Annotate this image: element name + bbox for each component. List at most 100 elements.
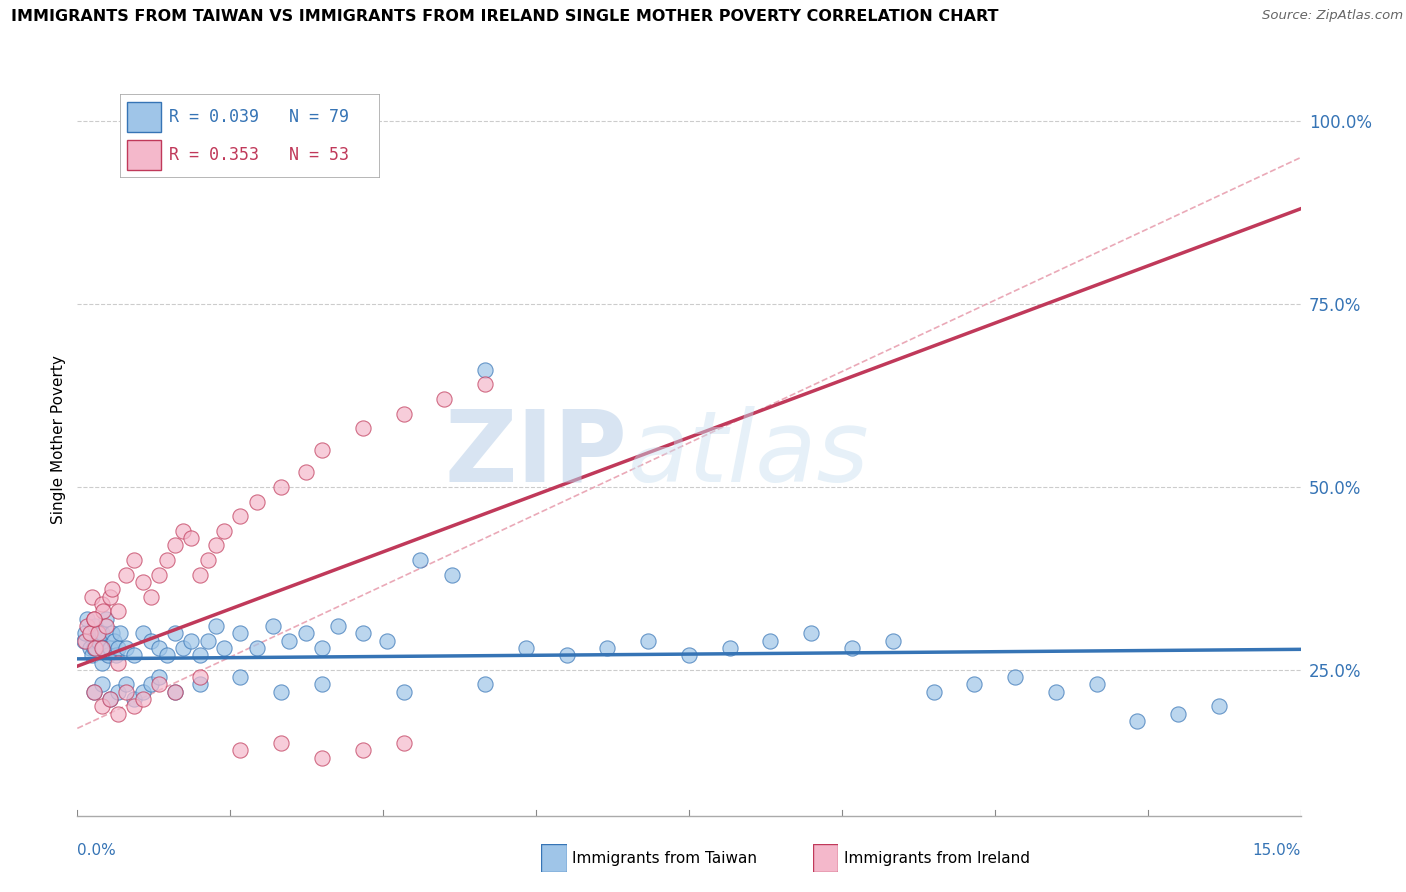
Point bbox=[172, 524, 194, 538]
Point bbox=[103, 633, 125, 648]
Point bbox=[90, 677, 112, 691]
Point bbox=[165, 626, 187, 640]
Point bbox=[80, 648, 103, 663]
Point bbox=[596, 640, 619, 655]
Point bbox=[270, 736, 292, 750]
Point bbox=[100, 582, 122, 597]
Point bbox=[294, 626, 316, 640]
Point bbox=[107, 640, 129, 655]
Text: atlas: atlas bbox=[628, 406, 869, 503]
Point bbox=[84, 640, 107, 655]
Point bbox=[229, 670, 252, 684]
Point bbox=[83, 685, 105, 699]
Point bbox=[156, 648, 179, 663]
Point bbox=[229, 626, 252, 640]
Point bbox=[75, 633, 97, 648]
Point bbox=[188, 648, 211, 663]
Point bbox=[1004, 670, 1026, 684]
Point bbox=[90, 699, 112, 714]
Point bbox=[124, 648, 146, 663]
Point bbox=[131, 692, 153, 706]
Point bbox=[180, 633, 202, 648]
Point bbox=[205, 538, 228, 552]
Point bbox=[1126, 714, 1149, 728]
Point bbox=[963, 677, 986, 691]
Point bbox=[107, 706, 129, 721]
Point bbox=[94, 611, 117, 625]
Point bbox=[79, 640, 101, 655]
Point bbox=[131, 626, 153, 640]
Point bbox=[107, 604, 129, 618]
Point bbox=[229, 743, 252, 757]
Point bbox=[311, 677, 333, 691]
Point bbox=[352, 743, 374, 757]
Point bbox=[165, 685, 187, 699]
Point bbox=[93, 640, 115, 655]
Point bbox=[80, 590, 103, 604]
Y-axis label: Single Mother Poverty: Single Mother Poverty bbox=[51, 355, 66, 524]
Point bbox=[212, 640, 235, 655]
Point bbox=[100, 626, 122, 640]
Point bbox=[294, 465, 316, 479]
Point bbox=[212, 524, 235, 538]
Point bbox=[97, 648, 120, 663]
Point bbox=[262, 619, 284, 633]
Point bbox=[124, 699, 146, 714]
Text: IMMIGRANTS FROM TAIWAN VS IMMIGRANTS FROM IRELAND SINGLE MOTHER POVERTY CORRELAT: IMMIGRANTS FROM TAIWAN VS IMMIGRANTS FRO… bbox=[11, 9, 998, 24]
Point bbox=[115, 640, 138, 655]
Point bbox=[165, 685, 187, 699]
Point bbox=[311, 750, 333, 764]
Point bbox=[156, 553, 179, 567]
Point bbox=[474, 377, 496, 392]
Point bbox=[108, 626, 131, 640]
Point bbox=[205, 619, 228, 633]
Point bbox=[79, 626, 101, 640]
Point bbox=[73, 633, 96, 648]
Text: ZIP: ZIP bbox=[444, 406, 628, 503]
Text: 0.0%: 0.0% bbox=[77, 843, 117, 858]
Point bbox=[718, 640, 741, 655]
Point bbox=[148, 670, 170, 684]
Point bbox=[197, 553, 219, 567]
Point bbox=[107, 685, 129, 699]
Point bbox=[124, 553, 146, 567]
Point bbox=[165, 538, 187, 552]
Point bbox=[800, 626, 823, 640]
Point bbox=[98, 640, 121, 655]
Point bbox=[131, 574, 153, 589]
Point bbox=[311, 640, 333, 655]
Point bbox=[375, 633, 398, 648]
Point bbox=[139, 590, 162, 604]
Point bbox=[352, 421, 374, 435]
Point bbox=[1045, 685, 1067, 699]
Point bbox=[409, 553, 432, 567]
Text: Immigrants from Ireland: Immigrants from Ireland bbox=[844, 851, 1029, 865]
Point bbox=[76, 611, 98, 625]
Point bbox=[637, 633, 659, 648]
Point bbox=[90, 597, 112, 611]
Point bbox=[678, 648, 700, 663]
Point bbox=[392, 685, 415, 699]
Point bbox=[83, 640, 105, 655]
Point bbox=[76, 619, 98, 633]
Point bbox=[392, 736, 415, 750]
Point bbox=[139, 633, 162, 648]
Point bbox=[515, 640, 537, 655]
Point bbox=[115, 677, 138, 691]
Point bbox=[1085, 677, 1108, 691]
Text: Source: ZipAtlas.com: Source: ZipAtlas.com bbox=[1263, 9, 1403, 22]
Text: R = 0.039   N = 79: R = 0.039 N = 79 bbox=[169, 108, 349, 126]
Point bbox=[83, 685, 105, 699]
Point bbox=[148, 677, 170, 691]
Point bbox=[90, 626, 112, 640]
Point bbox=[759, 633, 782, 648]
Point bbox=[188, 670, 211, 684]
Point bbox=[188, 567, 211, 582]
Point bbox=[555, 648, 578, 663]
Point bbox=[94, 619, 117, 633]
Point bbox=[229, 509, 252, 524]
Point bbox=[98, 692, 121, 706]
Point bbox=[246, 640, 269, 655]
Point bbox=[246, 494, 269, 508]
Point bbox=[278, 633, 301, 648]
